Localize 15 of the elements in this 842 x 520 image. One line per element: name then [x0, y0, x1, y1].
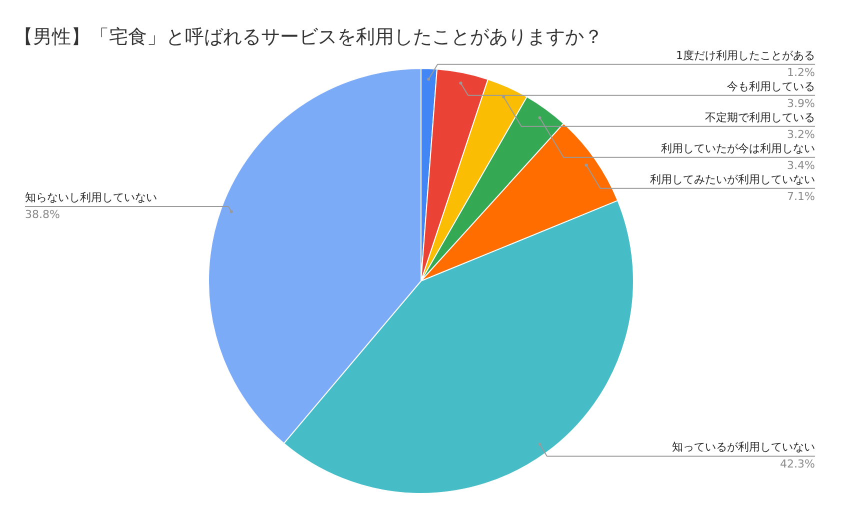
slice-label: 1度だけ利用したことがある: [676, 48, 815, 62]
slice-label: 知らないし利用していない: [25, 190, 157, 204]
slice-label: 不定期で利用している: [705, 110, 815, 124]
data-label: 3.4%: [787, 158, 815, 172]
chart-title: 【男性】「宅食」と呼ばれるサービスを利用したことがありますか？: [14, 25, 603, 50]
slice-label: 利用していたが今は利用しない: [661, 142, 815, 155]
data-label: 38.8%: [25, 208, 60, 221]
data-label: 7.1%: [787, 190, 815, 203]
slice-label: 利用してみたいが利用していない: [650, 172, 815, 186]
data-label: 1.2%: [787, 66, 815, 79]
slice-label: 今も利用している: [727, 80, 815, 93]
data-label: 3.2%: [787, 128, 815, 141]
slice-label: 知っているが利用していない: [672, 440, 815, 454]
data-label: 3.9%: [787, 96, 815, 110]
data-label: 42.3%: [780, 458, 815, 471]
